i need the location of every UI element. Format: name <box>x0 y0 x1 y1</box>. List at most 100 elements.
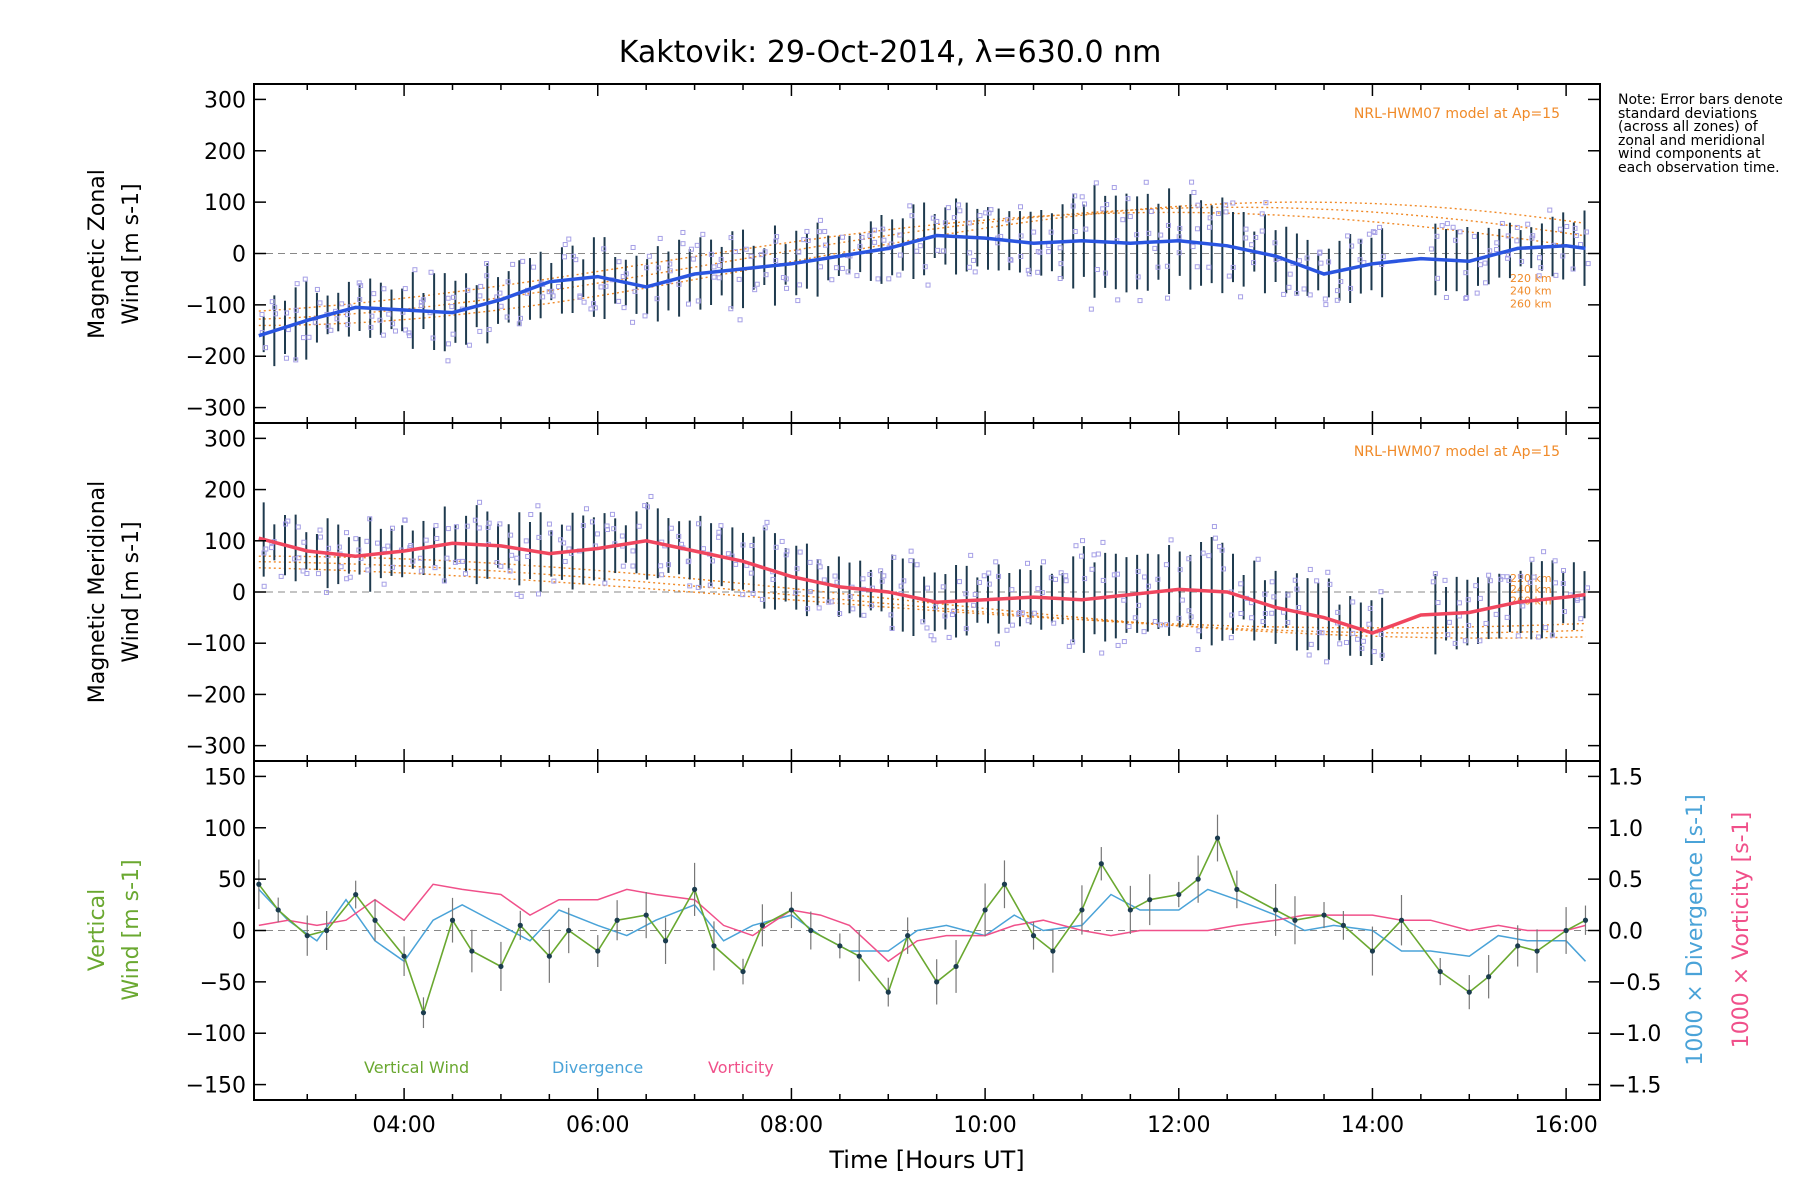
zone-point <box>1324 659 1330 665</box>
zone-point <box>805 606 811 612</box>
zone-point <box>1223 209 1229 215</box>
zone-point <box>1292 577 1298 583</box>
vertical-wind-point <box>353 891 359 898</box>
zone-point <box>623 271 629 277</box>
zone-point <box>945 205 951 211</box>
zone-point <box>1143 179 1149 185</box>
zone-point <box>591 301 597 307</box>
zone-point <box>659 572 665 578</box>
vertical-wind-point <box>1001 881 1008 887</box>
zone-point <box>1318 260 1324 266</box>
vertical-wind-point <box>1127 907 1133 913</box>
model-altitude-label: 240 km <box>1510 285 1552 298</box>
zone-point <box>859 234 865 240</box>
zone-point <box>718 256 724 262</box>
zone-point <box>1121 639 1127 645</box>
zone-point <box>986 570 992 576</box>
zone-point <box>711 274 717 280</box>
zone-point <box>1360 638 1366 644</box>
zone-point <box>272 311 278 317</box>
zone-point <box>676 281 682 287</box>
zone-point <box>1186 556 1192 562</box>
zone-point <box>1543 625 1549 631</box>
meridional-y-label: Magnetic Meridional Wind [m s-1] <box>85 481 144 703</box>
zone-point <box>630 244 636 250</box>
vertical-wind-point <box>934 979 940 985</box>
zone-point <box>763 272 769 278</box>
zone-point <box>861 612 867 618</box>
zone-point <box>1337 641 1343 647</box>
zone-point <box>389 564 395 570</box>
y-tick-label: −50 <box>200 971 246 996</box>
zone-point <box>445 295 451 301</box>
zone-point <box>589 519 595 525</box>
zone-point <box>504 314 510 320</box>
zone-point <box>323 589 329 595</box>
zone-point <box>1164 263 1170 269</box>
zone-point <box>1536 273 1542 279</box>
zone-point <box>476 525 482 531</box>
zone-point <box>602 580 608 586</box>
vertical-wind-point <box>324 927 330 934</box>
zone-point <box>1177 225 1183 231</box>
zone-point <box>1194 264 1200 270</box>
y-tick-label: −200 <box>186 345 246 370</box>
x-tick-label: 16:00 <box>1534 1113 1597 1138</box>
zone-point <box>466 342 472 348</box>
zone-point <box>717 263 723 269</box>
zone-point <box>445 358 451 364</box>
zone-point <box>334 316 340 322</box>
zone-point <box>601 246 607 252</box>
zone-point <box>1004 627 1010 633</box>
vertical-y-label: Vertical Wind [m s-1] <box>85 859 144 1000</box>
zone-point <box>1080 538 1086 544</box>
zone-point <box>1253 234 1259 240</box>
zone-point <box>546 521 552 527</box>
zone-point <box>295 524 301 530</box>
zone-point <box>1179 597 1185 603</box>
zone-point <box>580 523 586 529</box>
zonal-wind-line <box>258 233 1586 338</box>
zone-point <box>1366 231 1372 237</box>
zone-point <box>1100 206 1106 212</box>
zone-point <box>1164 622 1170 628</box>
zone-point <box>868 603 874 609</box>
zone-point <box>1226 273 1232 279</box>
zone-point <box>1323 302 1329 308</box>
meridional-model-label: NRL-HWM07 model at Ap=15 <box>1354 444 1560 460</box>
x-tick-label: 14:00 <box>1341 1113 1404 1138</box>
zone-point <box>793 590 799 596</box>
vertical-wind-point <box>905 933 911 939</box>
vertical-wind-point <box>953 963 959 970</box>
zone-point <box>367 516 373 522</box>
zone-point <box>263 345 269 351</box>
zone-point <box>977 213 983 219</box>
vertical-y-ticks: 150 100 50 0 −50 −100 −150 <box>186 765 1600 1099</box>
zone-point <box>925 282 931 288</box>
zone-point <box>1152 245 1158 251</box>
zone-point <box>901 578 907 584</box>
vertical-wind-point <box>1340 922 1346 928</box>
zone-point <box>934 218 940 224</box>
y-tick-label: 0 <box>232 581 246 606</box>
zone-point <box>403 327 409 333</box>
zone-point <box>1025 618 1031 624</box>
zone-point <box>817 217 823 223</box>
zone-point <box>1099 650 1105 656</box>
vertical-y2-ticks: 1.5 1.0 0.5 0.0 −0.5 −1.0 −1.5 <box>1608 765 1661 1098</box>
zone-point <box>371 291 377 297</box>
zone-point <box>293 357 299 363</box>
zone-point <box>1477 595 1483 601</box>
zone-point <box>620 563 626 569</box>
zone-point <box>417 555 423 561</box>
zone-point <box>816 229 822 235</box>
zone-point <box>1366 621 1372 627</box>
vertical-wind-point <box>256 881 262 887</box>
y-tick-label: 0 <box>232 243 246 268</box>
zone-point <box>339 301 345 307</box>
zone-point <box>636 523 642 529</box>
zone-point <box>1220 566 1226 572</box>
zone-point <box>630 319 636 325</box>
zone-point <box>356 280 362 286</box>
